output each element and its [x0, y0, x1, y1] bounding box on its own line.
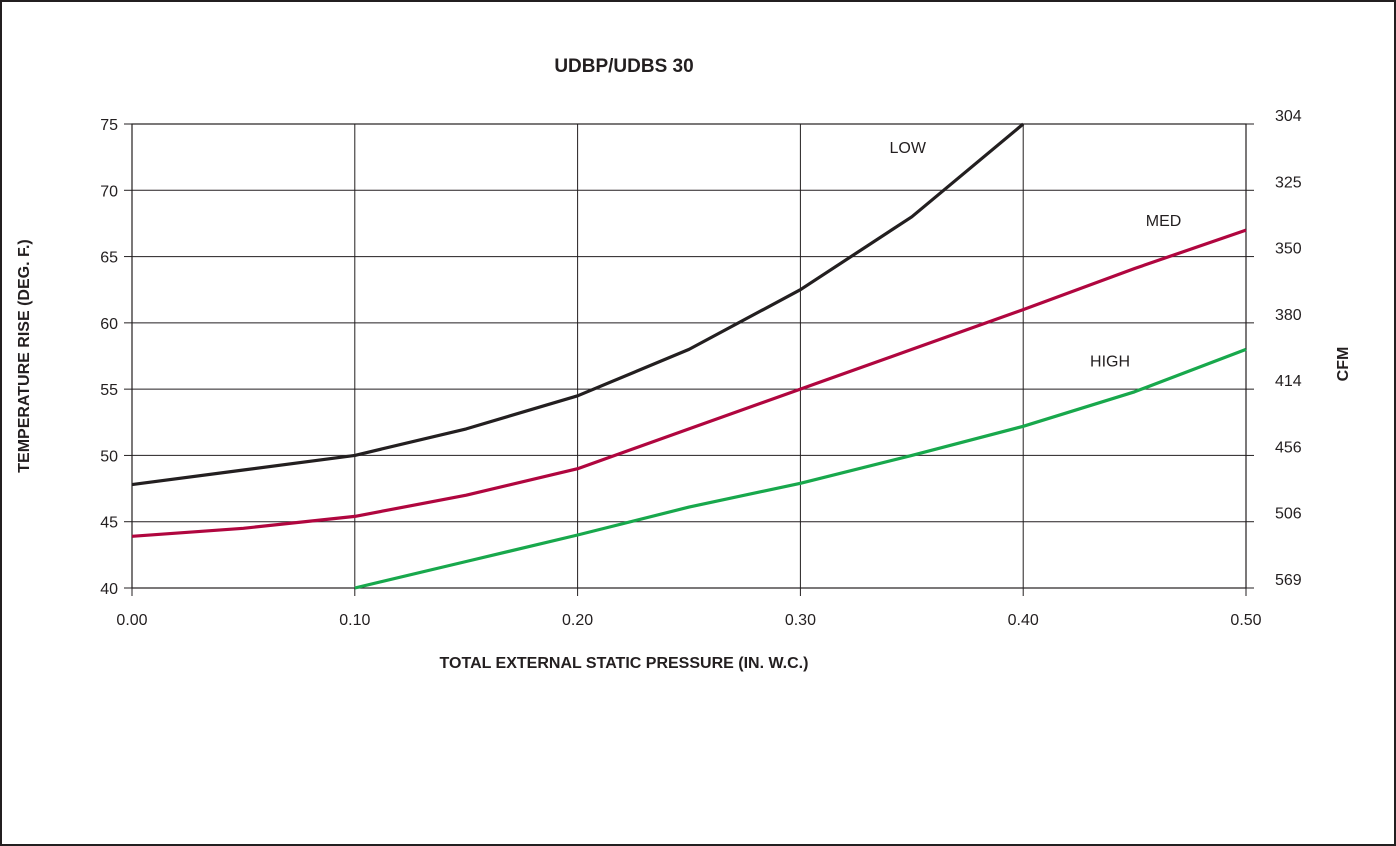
x-tick-label: 0.50	[1230, 612, 1261, 629]
y-tick-label: 65	[100, 250, 118, 267]
y2-tick-label: 506	[1275, 506, 1302, 523]
y-tick-label: 75	[100, 117, 118, 134]
series-label-med: MED	[1146, 213, 1182, 230]
x-tick-label: 0.00	[116, 612, 147, 629]
y-axis-ticks: 40 45 50 55 60 65 70 75	[100, 117, 118, 598]
y2-tick-label: 569	[1275, 572, 1302, 589]
y2-tick-label: 325	[1275, 174, 1302, 191]
y-axis-title: TEMPERATURE RISE (DEG. F.)	[16, 239, 33, 473]
series-line-med	[131, 228, 1247, 538]
series-labels: LOW MED HIGH	[890, 140, 1182, 370]
y-tick-label: 60	[100, 316, 118, 333]
x-tick-label: 0.40	[1008, 612, 1039, 629]
series-line-low	[131, 122, 1025, 487]
y-tick-label: 50	[100, 448, 118, 465]
plot-area-border	[131, 123, 1247, 589]
x-tick-label: 0.30	[785, 612, 816, 629]
x-axis-title: TOTAL EXTERNAL STATIC PRESSURE (IN. W.C.…	[440, 655, 809, 672]
y-tick-label: 70	[100, 183, 118, 200]
series-label-high: HIGH	[1090, 354, 1130, 371]
series-layer	[131, 122, 1247, 590]
x-tick-label: 0.10	[339, 612, 370, 629]
y2-axis-title: CFM	[1335, 347, 1352, 382]
series-label-low: LOW	[890, 140, 927, 157]
y2-tick-label: 456	[1275, 439, 1302, 456]
y-tick-label: 55	[100, 382, 118, 399]
chart-title: UDBP/UDBS 30	[554, 56, 693, 77]
x-tick-label: 0.20	[562, 612, 593, 629]
y-tick-label: 45	[100, 515, 118, 532]
x-axis-ticks: 0.00 0.10 0.20 0.30 0.40 0.50	[116, 612, 1261, 629]
y2-axis-ticks: 569 506 456 414 380 350 325 304	[1275, 108, 1302, 589]
y2-tick-label: 304	[1275, 108, 1302, 125]
y2-tick-label: 414	[1275, 373, 1302, 390]
y-tick-label: 40	[100, 581, 118, 598]
y2-tick-label: 380	[1275, 307, 1302, 324]
series-line-high	[354, 347, 1247, 590]
y2-tick-label: 350	[1275, 241, 1302, 258]
